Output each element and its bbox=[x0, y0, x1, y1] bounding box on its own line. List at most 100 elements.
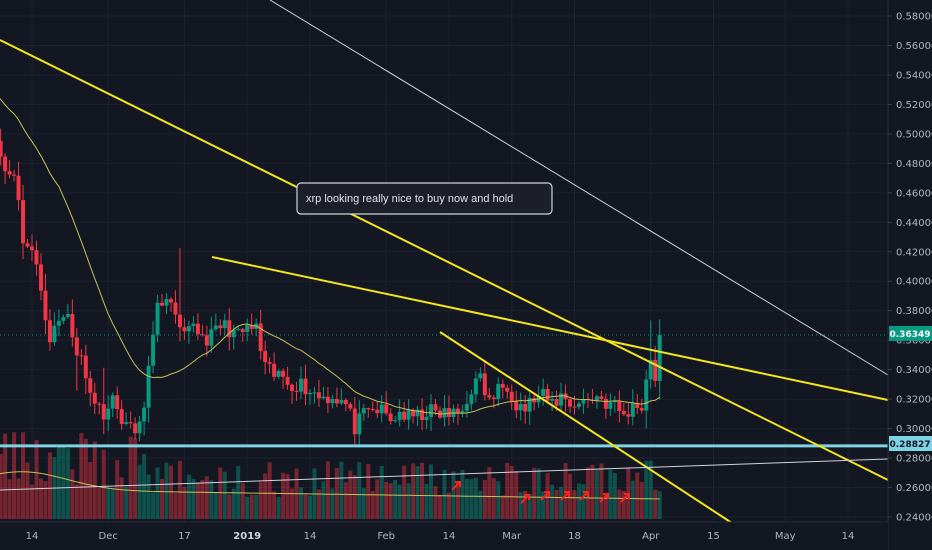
candle[interactable] bbox=[119, 400, 124, 430]
candle[interactable] bbox=[52, 312, 57, 346]
candle[interactable] bbox=[330, 394, 335, 409]
candle[interactable] bbox=[186, 320, 191, 344]
secondary-trend-line[interactable] bbox=[211, 256, 889, 401]
candle[interactable] bbox=[182, 317, 187, 340]
candle[interactable] bbox=[204, 325, 209, 357]
candle[interactable] bbox=[272, 352, 277, 381]
candle[interactable] bbox=[518, 392, 523, 421]
candle[interactable] bbox=[25, 239, 30, 249]
candle[interactable] bbox=[65, 304, 70, 319]
candle[interactable] bbox=[581, 388, 586, 414]
candle[interactable] bbox=[617, 390, 622, 423]
candle[interactable] bbox=[263, 340, 268, 375]
candle[interactable] bbox=[137, 415, 142, 442]
candle[interactable] bbox=[79, 349, 84, 365]
candle[interactable] bbox=[160, 294, 165, 307]
candle[interactable] bbox=[594, 394, 599, 409]
candle[interactable] bbox=[34, 240, 39, 276]
candles[interactable] bbox=[0, 92, 662, 448]
candle[interactable] bbox=[446, 395, 451, 426]
candle[interactable] bbox=[473, 371, 478, 403]
candle[interactable] bbox=[290, 383, 295, 404]
candle[interactable] bbox=[334, 387, 339, 408]
candle[interactable] bbox=[500, 379, 505, 399]
candle[interactable] bbox=[550, 391, 555, 412]
candle[interactable] bbox=[545, 383, 550, 404]
candle[interactable] bbox=[30, 234, 34, 261]
candle[interactable] bbox=[142, 401, 147, 436]
candle[interactable] bbox=[388, 408, 393, 425]
candle[interactable] bbox=[218, 319, 223, 335]
lower-channel-line[interactable] bbox=[0, 458, 889, 491]
candle[interactable] bbox=[195, 313, 200, 340]
candle[interactable] bbox=[16, 161, 21, 211]
candle[interactable] bbox=[146, 355, 151, 423]
candle[interactable] bbox=[200, 324, 205, 337]
candle[interactable] bbox=[38, 253, 43, 301]
candle[interactable] bbox=[402, 401, 407, 423]
candle[interactable] bbox=[603, 393, 608, 419]
candle[interactable] bbox=[3, 153, 8, 185]
candle[interactable] bbox=[240, 327, 245, 342]
candle[interactable] bbox=[653, 345, 658, 388]
candle[interactable] bbox=[110, 392, 115, 418]
candle[interactable] bbox=[352, 397, 357, 445]
main-downtrend-line[interactable] bbox=[0, 39, 889, 481]
candle[interactable] bbox=[621, 403, 626, 416]
candle[interactable] bbox=[88, 371, 93, 407]
candle[interactable] bbox=[7, 159, 12, 179]
annotation-box[interactable]: xrp looking really nice to buy now and h… bbox=[296, 182, 553, 215]
candle[interactable] bbox=[299, 366, 304, 399]
candle[interactable] bbox=[83, 344, 88, 395]
candle[interactable] bbox=[21, 184, 26, 260]
candle[interactable] bbox=[576, 400, 581, 410]
candle[interactable] bbox=[523, 395, 528, 424]
candle[interactable] bbox=[482, 359, 487, 401]
candle[interactable] bbox=[415, 405, 420, 427]
candle[interactable] bbox=[12, 170, 17, 182]
candle[interactable] bbox=[47, 309, 52, 351]
candle[interactable] bbox=[657, 319, 662, 400]
candle[interactable] bbox=[361, 403, 366, 422]
candle[interactable] bbox=[191, 316, 196, 333]
candle[interactable] bbox=[285, 366, 290, 390]
candle[interactable] bbox=[424, 405, 429, 429]
candle[interactable] bbox=[505, 384, 510, 399]
candle[interactable] bbox=[626, 402, 631, 425]
candle[interactable] bbox=[101, 367, 106, 435]
candle[interactable] bbox=[249, 313, 254, 335]
candle[interactable] bbox=[151, 320, 156, 374]
candle[interactable] bbox=[276, 369, 281, 379]
candle[interactable] bbox=[316, 380, 321, 407]
candle[interactable] bbox=[630, 389, 635, 426]
candle[interactable] bbox=[496, 377, 501, 407]
candle[interactable] bbox=[639, 399, 644, 414]
candle[interactable] bbox=[397, 399, 402, 427]
candle[interactable] bbox=[213, 313, 218, 332]
candle[interactable] bbox=[532, 393, 537, 411]
candle[interactable] bbox=[527, 392, 532, 425]
candle[interactable] bbox=[173, 290, 178, 324]
candle[interactable] bbox=[155, 294, 160, 343]
candle[interactable] bbox=[348, 402, 353, 412]
candle[interactable] bbox=[164, 293, 169, 315]
candle[interactable] bbox=[177, 248, 182, 342]
candle[interactable] bbox=[227, 308, 232, 351]
candle[interactable] bbox=[339, 388, 344, 406]
candle[interactable] bbox=[455, 403, 460, 425]
candle[interactable] bbox=[0, 128, 3, 166]
candle[interactable] bbox=[245, 318, 250, 341]
candle[interactable] bbox=[209, 316, 214, 353]
candle[interactable] bbox=[303, 364, 308, 406]
candle[interactable] bbox=[442, 395, 447, 427]
candle[interactable] bbox=[321, 386, 326, 400]
steep-trend-line[interactable] bbox=[439, 331, 736, 526]
candle[interactable] bbox=[325, 387, 330, 414]
candle[interactable] bbox=[469, 389, 474, 411]
candle[interactable] bbox=[133, 417, 138, 440]
candle[interactable] bbox=[92, 382, 97, 415]
candle[interactable] bbox=[509, 384, 514, 410]
